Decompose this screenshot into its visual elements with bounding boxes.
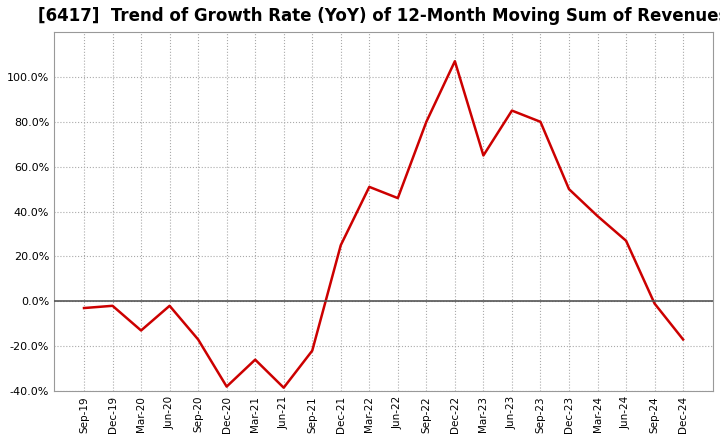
Title: [6417]  Trend of Growth Rate (YoY) of 12-Month Moving Sum of Revenues: [6417] Trend of Growth Rate (YoY) of 12-… (38, 7, 720, 25)
